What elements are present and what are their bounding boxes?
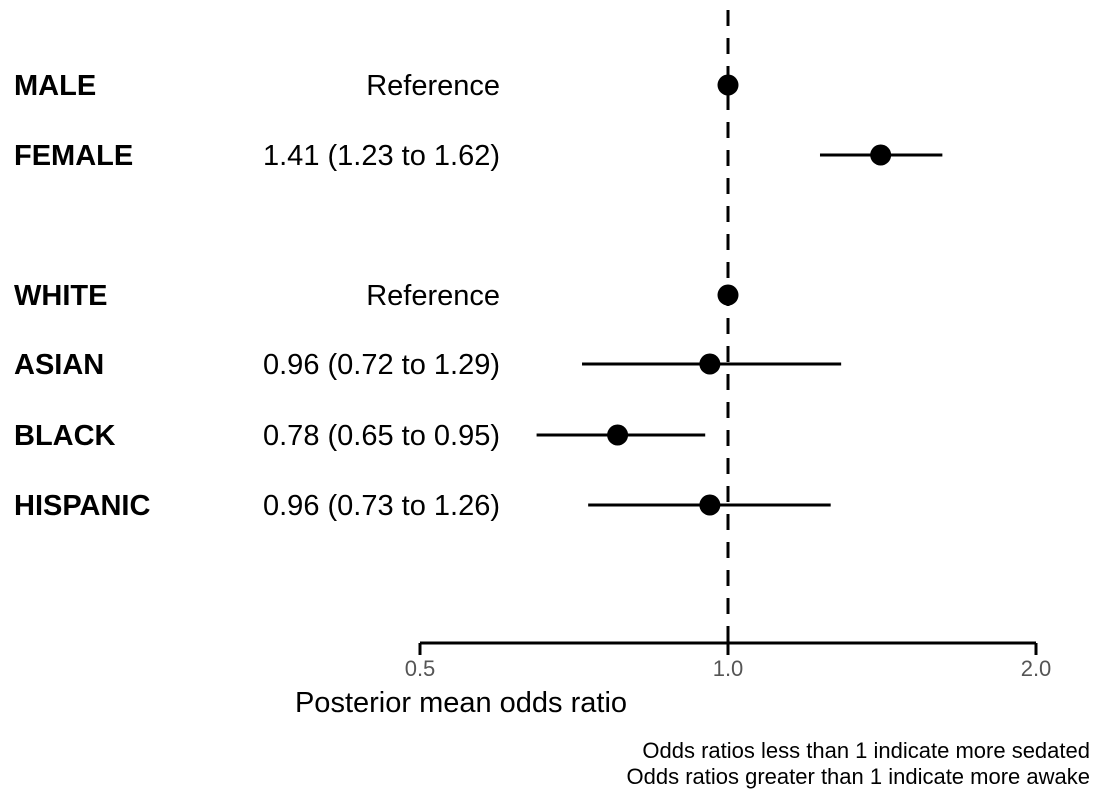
note-greater-than-one: Odds ratios greater than 1 indicate more… <box>627 764 1090 789</box>
row-estimate-asian: 0.96 (0.72 to 1.29) <box>263 349 500 381</box>
x-tick-label-1: 1.0 <box>713 656 744 681</box>
point-estimate-white <box>717 284 739 306</box>
point-estimate-black <box>607 424 629 446</box>
point-estimate-hispanic <box>699 494 721 516</box>
x-axis-ticks: 0.5 1.0 2.0 <box>405 643 1052 681</box>
x-tick-label-0: 0.5 <box>405 656 436 681</box>
row-label-female: FEMALE <box>14 140 133 172</box>
row-estimate-black: 0.78 (0.65 to 0.95) <box>263 420 500 452</box>
x-tick-label-2: 2.0 <box>1021 656 1052 681</box>
row-estimate-hispanic: 0.96 (0.73 to 1.26) <box>263 490 500 522</box>
row-label-white: WHITE <box>14 280 107 312</box>
point-estimate-female <box>870 144 892 166</box>
row-label-black: BLACK <box>14 420 116 452</box>
row-label-hispanic: HISPANIC <box>14 490 150 522</box>
row-estimate-white: Reference <box>366 280 500 312</box>
x-axis-title: Posterior mean odds ratio <box>295 687 627 719</box>
note-less-than-one: Odds ratios less than 1 indicate more se… <box>642 738 1090 763</box>
point-estimate-asian <box>699 353 721 375</box>
row-label-asian: ASIAN <box>14 349 104 381</box>
rows-layer: MALE Reference FEMALE 1.41 (1.23 to 1.62) WH… <box>14 70 943 522</box>
row-estimate-male: Reference <box>366 70 500 102</box>
row-label-male: MALE <box>14 70 96 102</box>
row-estimate-female: 1.41 (1.23 to 1.62) <box>263 140 500 172</box>
point-estimate-male <box>717 74 739 96</box>
